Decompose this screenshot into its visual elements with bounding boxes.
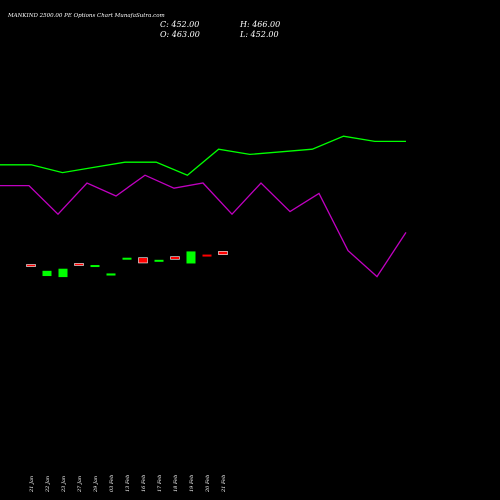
overlay-line-1 — [0, 135, 406, 176]
overlay-line-2 — [0, 174, 407, 278]
x-tick-label: 29 Jan — [93, 476, 99, 493]
candle-13-feb — [122, 257, 132, 260]
x-tick-label: 16 Feb — [141, 475, 147, 492]
candles — [26, 251, 228, 278]
candle-18-feb — [170, 256, 180, 260]
candle-27-jan — [74, 263, 84, 266]
x-tick-label: 18 Feb — [173, 475, 179, 492]
chart-title: MANKIND 2500.00 PE Options Chart MunafaS… — [7, 13, 165, 19]
x-tick-label: 21 Feb — [221, 475, 227, 493]
x-tick-label: 27 Jan — [77, 476, 83, 493]
overlay-lines — [0, 135, 407, 278]
low-label: L: 452.00 — [239, 30, 279, 39]
candle-29-jan — [90, 265, 100, 268]
x-tick-label: 23 Jan — [61, 476, 67, 493]
candle-20-feb — [202, 254, 212, 257]
x-tick-label: 22 Jan — [45, 476, 51, 493]
high-label: H: 466.00 — [239, 20, 280, 29]
candle-22-jan — [42, 270, 52, 277]
x-tick-label: 19 Feb — [189, 475, 195, 492]
open-label: O: 463.00 — [160, 30, 200, 39]
x-tick-label: 13 Feb — [125, 475, 131, 492]
x-tick-label: 20 Feb — [205, 475, 211, 493]
x-tick-label: 21 Jan — [29, 476, 35, 493]
candle-23-jan — [58, 268, 68, 278]
candle-17-feb — [154, 259, 164, 262]
close-label: C: 452.00 — [160, 20, 199, 29]
candle-19-feb — [186, 251, 196, 264]
x-tick-label: 17 Feb — [157, 475, 163, 492]
candle-16-feb — [138, 257, 148, 264]
candle-21-jan — [26, 264, 36, 267]
candle-21-feb — [218, 251, 228, 255]
x-tick-label: 03 Feb — [109, 475, 115, 492]
x-axis-ticks: 21 Jan 22 Jan 23 Jan 27 Jan 29 Jan 03 Feb 13 F… — [29, 475, 227, 493]
candle-03-feb — [106, 273, 116, 276]
